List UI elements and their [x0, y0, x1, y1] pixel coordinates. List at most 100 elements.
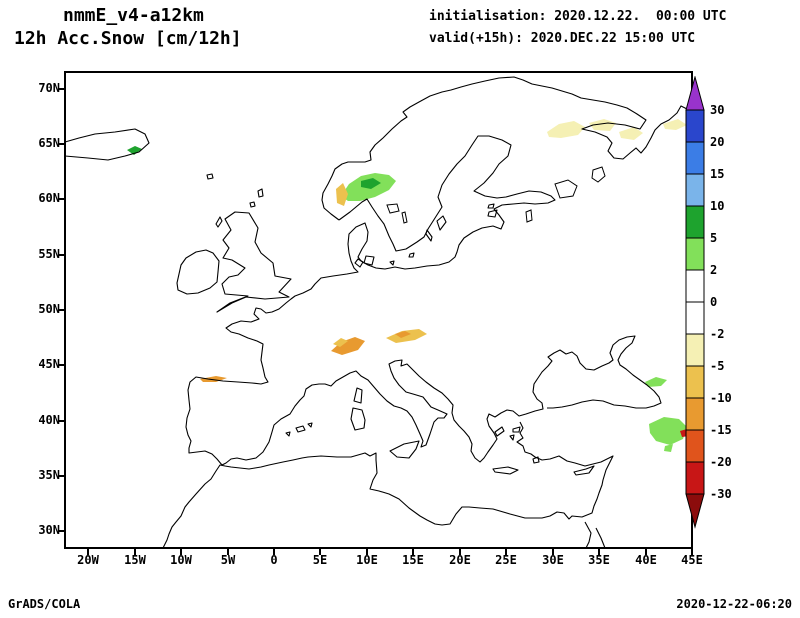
lake-outline — [386, 203, 400, 214]
lake-outline — [554, 179, 578, 199]
lon-label: 15E — [402, 553, 424, 567]
shaded-region-spain-orange — [200, 376, 227, 382]
map-frame — [64, 71, 693, 549]
coastline — [492, 466, 519, 475]
coastline — [408, 252, 415, 258]
colorbar-label: 0 — [710, 295, 717, 309]
shaded-region-alps-west-orange — [331, 337, 365, 355]
lat-label: 35N — [38, 468, 60, 482]
colorbar-segment — [685, 141, 705, 175]
lat-label: 40N — [38, 413, 60, 427]
model-title: nmmE_v4-a12km — [63, 5, 204, 26]
lon-label: 20E — [449, 553, 471, 567]
coastline — [321, 76, 693, 221]
creation-timestamp: 2020-12-22-06:20 — [676, 597, 792, 611]
coastline — [584, 521, 592, 549]
coastline — [353, 387, 363, 404]
lat-label: 30N — [38, 523, 60, 537]
coastline — [436, 215, 447, 231]
colorbar-segment — [685, 205, 705, 239]
coastline — [595, 527, 606, 549]
field-title: 12h Acc.Snow [cm/12h] — [14, 28, 242, 49]
lon-label: 5E — [312, 553, 328, 567]
colorbar-segment — [685, 269, 705, 303]
shaded-region-alps-west-yellow — [333, 338, 348, 347]
shaded-region-iceland-green — [127, 146, 142, 155]
colorbar-label: -10 — [710, 391, 732, 405]
lat-label: 65N — [38, 136, 60, 150]
colorbar-segment — [685, 301, 705, 335]
coastline — [64, 128, 150, 161]
lon-label: 25E — [495, 553, 517, 567]
colorbar-label: 20 — [710, 135, 724, 149]
grads-credit: GrADS/COLA — [8, 597, 81, 611]
lat-label: 70N — [38, 81, 60, 95]
lon-label: 45E — [681, 553, 703, 567]
lon-label: 10W — [170, 553, 192, 567]
coastline — [162, 421, 614, 549]
coastline — [215, 216, 223, 228]
colorbar-segment — [685, 365, 705, 399]
lat-label: 45N — [38, 357, 60, 371]
colorbar-segment — [685, 429, 705, 463]
shaded-region-alps-east-orange — [395, 331, 411, 338]
lon-label: 30E — [542, 553, 564, 567]
lake-outline — [401, 211, 408, 224]
lat-label: 50N — [38, 302, 60, 316]
colorbar-label: -15 — [710, 423, 732, 437]
coastline — [176, 249, 220, 295]
colorbar-label: 2 — [710, 263, 717, 277]
lon-label: 5W — [220, 553, 236, 567]
shaded-region-caucasus-green — [645, 377, 667, 387]
lake-outline — [591, 166, 606, 183]
coastline — [494, 426, 505, 437]
coastline — [487, 209, 498, 218]
colorbar-label: -2 — [710, 327, 724, 341]
coastline — [350, 407, 366, 431]
colorbar-label: 15 — [710, 167, 724, 181]
coastline — [185, 135, 662, 466]
coastline — [487, 203, 495, 209]
coastline — [389, 440, 420, 459]
coastline — [216, 211, 292, 313]
shaded-region-alps-east-yellow — [386, 329, 427, 343]
shaded-region-russia-pale-4 — [663, 119, 687, 130]
colorbar-label: 5 — [710, 231, 717, 245]
colorbar-label: -30 — [710, 487, 732, 501]
coastline — [354, 258, 364, 268]
lon-label: 0 — [270, 553, 278, 567]
europe-map — [58, 71, 693, 555]
lat-label: 60N — [38, 191, 60, 205]
coastline — [249, 201, 256, 208]
colorbar-segment — [685, 173, 705, 207]
shaded-region-russia-pale-1 — [547, 121, 585, 138]
colorbar-label: 10 — [710, 199, 724, 213]
coastline — [363, 255, 375, 266]
coastline — [532, 456, 540, 464]
lon-label: 15W — [124, 553, 146, 567]
colorbar-label: -5 — [710, 359, 724, 373]
shaded-region-russia-pale-3 — [619, 127, 643, 140]
lon-label: 10E — [356, 553, 378, 567]
shaded-region-turkey-green-2 — [664, 444, 673, 452]
coastline — [512, 426, 521, 433]
colorbar-segment — [685, 237, 705, 271]
coastline — [285, 431, 291, 437]
colorbar-label: 30 — [710, 103, 724, 117]
shaded-region-norway-coast-orange — [336, 183, 348, 206]
colorbar-label: -20 — [710, 455, 732, 469]
coastline — [573, 465, 595, 476]
lon-label: 35E — [588, 553, 610, 567]
shaded-region-norway-green — [361, 178, 381, 189]
colorbar-arrow-top — [685, 76, 705, 111]
coastline — [389, 260, 395, 266]
lat-label: 55N — [38, 247, 60, 261]
colorbar-segment — [685, 397, 705, 431]
colorbar-segment — [685, 461, 705, 495]
coastline — [295, 425, 306, 433]
lon-label: 40E — [635, 553, 657, 567]
lon-label: 20W — [77, 553, 99, 567]
initialisation-time: initialisation: 2020.12.22. 00:00 UTC — [429, 9, 727, 24]
